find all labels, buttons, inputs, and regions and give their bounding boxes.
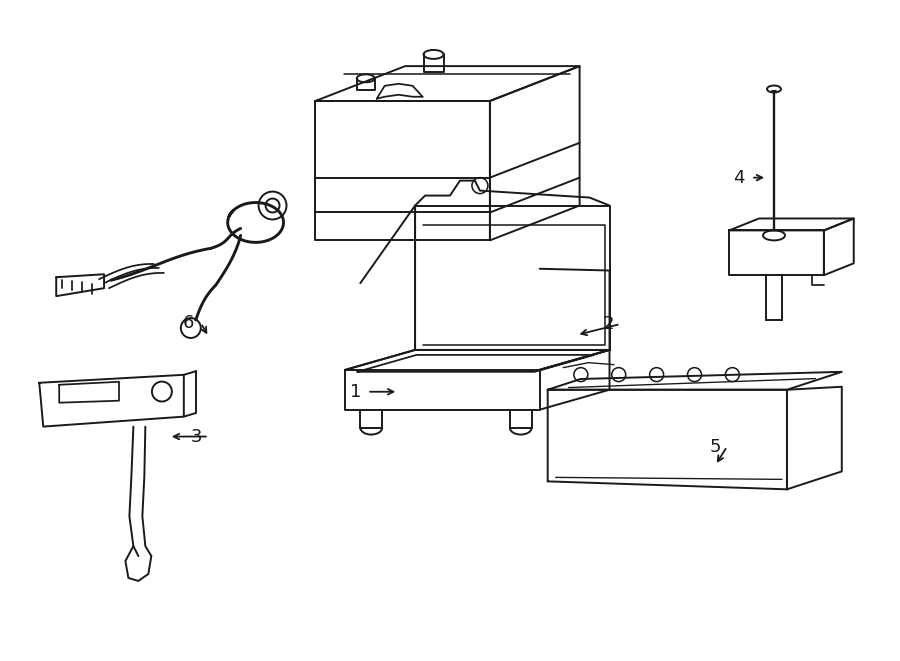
Text: 1: 1 <box>349 383 361 401</box>
Text: 2: 2 <box>603 315 615 333</box>
Text: 4: 4 <box>734 169 745 186</box>
Text: 3: 3 <box>191 428 202 446</box>
Text: 5: 5 <box>709 438 721 455</box>
Text: 6: 6 <box>183 314 194 332</box>
